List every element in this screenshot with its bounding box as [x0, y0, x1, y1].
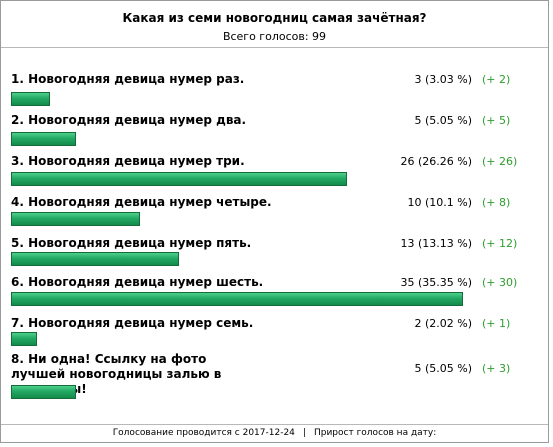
poll-start-date: Голосование проводится с 2017-12-24	[112, 428, 295, 438]
option-count: 13 (13.13 %)	[400, 237, 472, 250]
option-bar	[11, 332, 37, 346]
option-delta: (+ 12)	[482, 237, 518, 250]
option-count: 3 (3.03 %)	[414, 73, 472, 86]
poll-title: Какая из семи новогодниц самая зачётная?	[122, 11, 427, 25]
option-delta: (+ 30)	[482, 276, 518, 289]
option-count: 35 (35.35 %)	[400, 276, 472, 289]
total-votes-label: Всего голосов:	[222, 30, 309, 43]
option-delta: (+ 8)	[482, 196, 511, 209]
option-bar	[11, 385, 76, 399]
option-label: 6. Новогодняя девица нумер шесть.	[11, 275, 264, 289]
option-bar	[11, 172, 347, 186]
option-count: 5 (5.05 %)	[414, 114, 472, 127]
option-count: 2 (2.02 %)	[414, 317, 472, 330]
poll-header: Какая из семи новогодниц самая зачётная?…	[1, 1, 548, 48]
poll-footer: Голосование проводится с 2017-12-24 | Прир…	[1, 424, 548, 442]
option-label: 2. Новогодняя девица нумер два.	[11, 113, 247, 127]
option-bar	[11, 92, 50, 106]
option-label: 1. Новогодняя девица нумер раз.	[11, 72, 245, 86]
option-count: 26 (26.26 %)	[400, 155, 472, 168]
option-bar	[11, 292, 463, 306]
option-delta: (+ 1)	[482, 317, 511, 330]
option-label: 3. Новогодняя девица нумер три.	[11, 154, 245, 168]
footer-separator: |	[302, 428, 306, 438]
option-delta: (+ 26)	[482, 155, 518, 168]
option-count: 5 (5.05 %)	[414, 362, 472, 375]
option-bar	[11, 252, 179, 266]
vote-growth-link[interactable]: Прирост голосов на дату:	[313, 428, 437, 438]
option-delta: (+ 5)	[482, 114, 511, 127]
option-delta: (+ 3)	[482, 362, 511, 375]
total-votes-value: 99	[312, 30, 327, 43]
poll-total: Всего голосов: 99	[1, 30, 548, 43]
option-label: 4. Новогодняя девица нумер четыре.	[11, 195, 272, 209]
option-label: 5. Новогодняя девица нумер пять.	[11, 236, 252, 250]
option-count: 10 (10.1 %)	[407, 196, 472, 209]
option-label: 7. Новогодняя девица нумер семь.	[11, 316, 254, 330]
option-bar	[11, 132, 76, 146]
option-delta: (+ 2)	[482, 73, 511, 86]
option-bar	[11, 212, 140, 226]
